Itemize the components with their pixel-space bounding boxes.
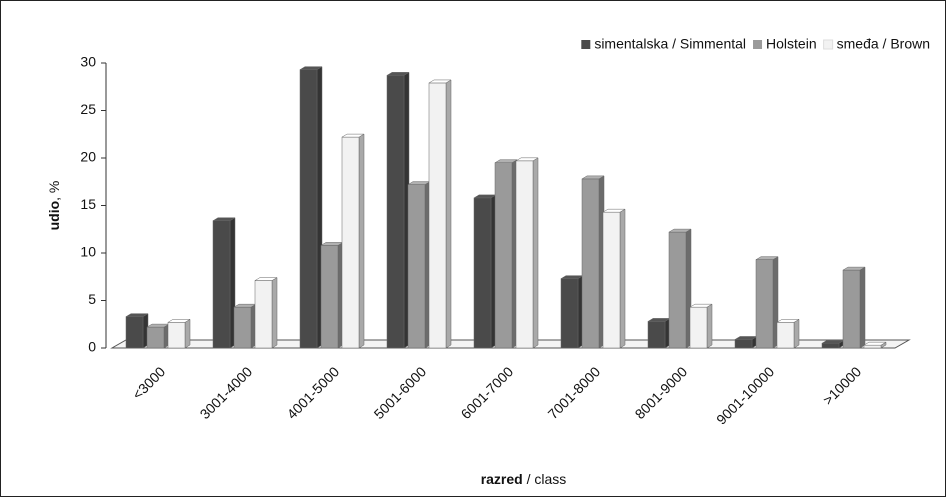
legend-swatch	[753, 40, 763, 49]
bar-side	[706, 303, 713, 349]
bar-side	[271, 277, 278, 349]
bar	[125, 316, 144, 349]
bar-top	[755, 256, 779, 260]
bar	[581, 178, 600, 349]
bar-top	[386, 72, 410, 76]
y-tick-label: 0	[88, 339, 96, 355]
legend-label: Holstein	[766, 36, 817, 52]
bar	[689, 306, 708, 349]
bar	[407, 184, 426, 349]
bar-side	[532, 157, 539, 349]
legend-label: smeđa / Brown	[837, 36, 930, 52]
bar	[668, 231, 687, 349]
bar-side	[358, 133, 365, 349]
bar-top	[494, 159, 518, 163]
bar-side	[445, 79, 452, 349]
bar	[842, 269, 861, 349]
y-axis-label-bold: udio	[46, 201, 62, 231]
bar-top	[299, 66, 323, 70]
bar-top	[689, 303, 713, 308]
bar	[821, 343, 840, 349]
bar-top	[581, 175, 605, 180]
legend-swatch	[581, 40, 591, 49]
bar	[320, 245, 339, 349]
y-tick-label: 10	[80, 244, 96, 260]
bar-top	[602, 208, 626, 213]
bar-top	[776, 319, 800, 323]
bar	[212, 220, 231, 349]
bar	[146, 326, 165, 349]
bar	[233, 306, 252, 349]
bar-top	[212, 217, 236, 221]
x-axis-label-rest: / class	[523, 471, 567, 487]
bar	[647, 321, 666, 349]
bar-top	[863, 341, 887, 346]
bar	[755, 259, 774, 349]
bar-side	[859, 266, 866, 349]
bar-top	[515, 157, 539, 162]
y-tick-label: 30	[80, 54, 96, 70]
bar	[734, 339, 753, 349]
bar	[560, 278, 579, 349]
bar-top	[167, 319, 191, 323]
y-axis-label: udio, %	[46, 181, 62, 231]
bar-top	[254, 277, 278, 281]
y-tick-label: 25	[80, 101, 96, 117]
bar	[863, 344, 882, 349]
bar	[167, 322, 186, 349]
bar-side	[184, 318, 191, 349]
bar-side	[619, 208, 626, 349]
y-tick-label: 5	[88, 291, 96, 307]
bar-top	[428, 79, 452, 84]
bar	[428, 82, 447, 349]
x-axis-label-bold: razred	[481, 471, 523, 487]
bar-top	[668, 228, 692, 233]
bar	[254, 280, 273, 349]
bar	[386, 75, 405, 349]
bar	[776, 322, 795, 349]
bar	[299, 69, 318, 349]
bar	[602, 211, 621, 349]
y-axis-label-rest: , %	[46, 181, 62, 201]
x-axis-label: razred / class	[481, 471, 567, 487]
bar-top	[842, 266, 866, 271]
y-tick-label: 20	[80, 149, 96, 165]
legend-swatch	[823, 39, 834, 50]
bar-side	[793, 318, 800, 349]
bar	[515, 160, 534, 349]
y-tick-label: 15	[80, 196, 96, 212]
bar-top	[341, 133, 365, 138]
bar	[341, 136, 360, 349]
legend-label: simentalska / Simmental	[594, 36, 746, 52]
bar-top	[125, 313, 149, 317]
bar	[494, 162, 513, 349]
bar	[473, 197, 492, 349]
